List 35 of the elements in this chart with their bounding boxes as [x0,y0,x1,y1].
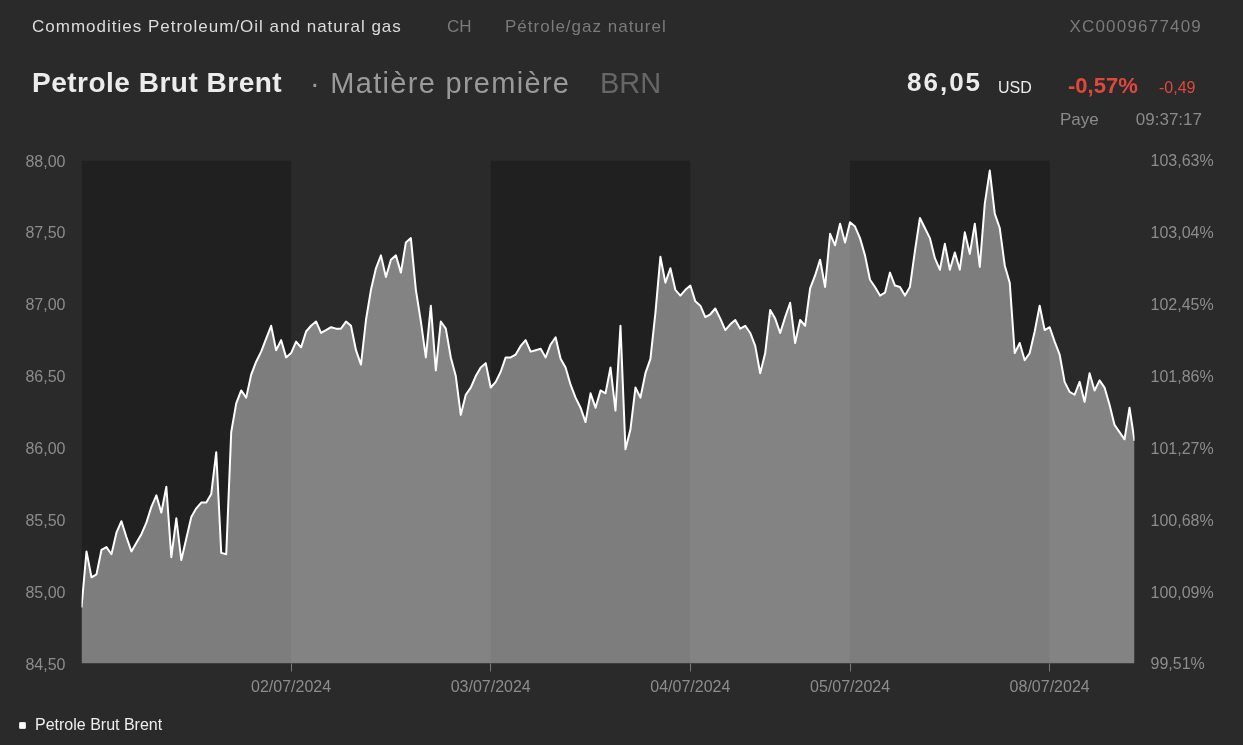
x-tick-label: 08/07/2024 [1009,677,1090,695]
text: 86,05 [907,67,983,99]
y2-tick-label: 101,86% [1150,368,1214,386]
text: -0,57% [1068,73,1138,100]
x-tick-label: 04/07/2024 [650,677,731,695]
text: Commodities Petroleum/Oil and natural gas [32,17,402,38]
y2-tick-label: 101,27% [1150,440,1214,458]
y-tick-label: 88,00 [25,152,66,170]
text: USD [998,78,1032,98]
legend-label: Petrole Brut Brent [35,716,163,734]
y2-tick-label: 103,04% [1150,224,1214,242]
y2-tick-label: 102,45% [1150,296,1214,314]
text: · Matière première [310,66,571,101]
y-tick-label: 85,00 [25,583,66,601]
y-tick-label: 86,50 [25,368,66,386]
y2-tick-label: 99,51% [1150,655,1205,672]
text: CH [447,17,472,38]
chart-title: Petrole Brut Brent [32,66,283,100]
text: XC0009677409 [1069,17,1202,38]
text: Pétrole/gaz naturel [505,17,667,38]
text: BRN [600,66,662,101]
y-tick-label: 86,00 [25,439,66,457]
y-tick-label: 87,50 [25,224,66,242]
text: -0,49 [1159,78,1196,98]
x-tick-label: 03/07/2024 [450,677,531,695]
text: Paye [1060,110,1099,131]
y-tick-label: 84,50 [25,655,66,673]
y2-tick-label: 100,09% [1150,584,1214,602]
x-tick-label: 02/07/2024 [251,677,332,695]
y2-tick-label: 100,68% [1150,512,1214,530]
text: 09:37:17 [1135,110,1202,131]
y-tick-label: 87,00 [25,296,66,314]
y-tick-label: 85,50 [25,511,66,529]
x-tick-label: 05/07/2024 [810,677,891,695]
y2-tick-label: 103,63% [1150,152,1214,169]
